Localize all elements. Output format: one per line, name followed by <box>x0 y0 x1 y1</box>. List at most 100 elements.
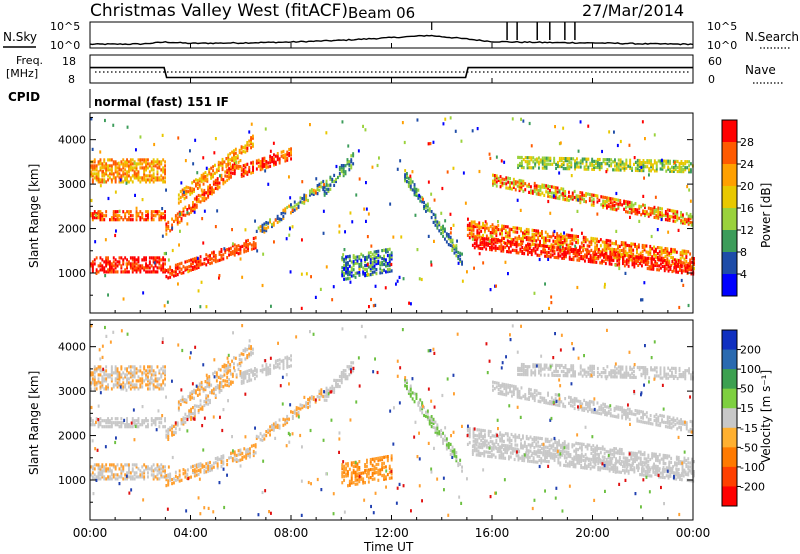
power-cell <box>109 262 111 266</box>
power-cell <box>331 298 334 302</box>
power-cell <box>286 156 289 160</box>
power-cell <box>184 266 187 270</box>
power-cell <box>449 239 452 243</box>
power-cell <box>475 244 478 248</box>
velocity-cell <box>231 457 234 461</box>
power-cell <box>533 239 536 243</box>
power-cell <box>598 163 601 168</box>
power-cell <box>547 192 549 196</box>
power-cell <box>660 246 663 250</box>
power-cell <box>623 166 626 170</box>
power-cell <box>152 268 155 272</box>
power-cell <box>213 151 216 155</box>
power-cell <box>377 253 380 257</box>
power-cell <box>588 198 591 203</box>
power-cell <box>105 172 108 176</box>
velocity-cell <box>432 425 435 429</box>
power-cell <box>667 230 670 234</box>
power-cell <box>565 253 567 257</box>
power-cell <box>409 187 412 191</box>
velocity-cell <box>120 475 123 479</box>
velocity-cell <box>150 469 153 473</box>
velocity-cell <box>335 378 337 383</box>
velocity-cell <box>246 379 249 383</box>
power-cell <box>590 238 593 242</box>
power-cell <box>619 203 622 207</box>
power-cell <box>142 291 145 295</box>
power-cell <box>560 238 562 242</box>
power-cell <box>585 251 588 255</box>
power-cell <box>240 172 243 176</box>
power-cell <box>280 154 283 158</box>
power-cell <box>133 262 136 266</box>
power-cell <box>246 143 249 147</box>
power-cell <box>568 161 571 165</box>
power-cell <box>691 221 694 225</box>
power-cell <box>152 260 155 264</box>
power-cell <box>668 251 671 255</box>
power-cell <box>174 267 177 271</box>
power-cell <box>112 160 115 164</box>
power-cell <box>663 213 665 217</box>
velocity-cell <box>103 369 106 373</box>
velocity-cell <box>139 473 142 477</box>
power-cell <box>531 232 534 236</box>
power-cell <box>284 207 287 211</box>
power-cell <box>535 239 538 243</box>
power-cell <box>174 263 177 267</box>
velocity-cell <box>169 472 172 476</box>
power-cell <box>682 168 685 172</box>
power-cell <box>194 260 197 264</box>
power-cell <box>584 240 587 244</box>
power-cell <box>642 256 645 260</box>
power-cell <box>637 255 640 259</box>
power-cell <box>259 164 262 168</box>
power-cell <box>512 226 515 230</box>
power-cell <box>635 259 638 263</box>
power-cell <box>406 176 408 180</box>
power-cell <box>276 216 279 220</box>
velocity-cell <box>348 365 351 369</box>
power-cell <box>661 260 664 264</box>
power-cell <box>531 236 534 240</box>
power-cell <box>612 160 614 164</box>
power-cell <box>406 180 408 184</box>
velocity-cell <box>249 455 251 459</box>
power-cell <box>147 266 149 270</box>
power-cell <box>549 185 551 189</box>
power-cell <box>473 246 476 250</box>
velocity-cell <box>99 477 102 481</box>
power-cell <box>388 255 391 259</box>
power-cell <box>553 251 556 255</box>
power-cell <box>143 258 146 262</box>
power-cell <box>137 172 140 176</box>
power-cell <box>237 160 240 164</box>
velocity-cell <box>131 475 134 479</box>
power-cell <box>494 244 497 248</box>
velocity-cell <box>90 419 92 423</box>
power-cell <box>214 254 217 258</box>
velocity-cell <box>131 463 134 467</box>
power-cell <box>366 263 369 267</box>
power-cell <box>556 232 559 236</box>
power-cell <box>553 158 556 162</box>
velocity-cell <box>195 391 197 395</box>
velocity-cell <box>205 402 208 406</box>
power-cell <box>341 256 344 260</box>
power-cell <box>603 259 605 263</box>
power-cell <box>147 264 149 268</box>
power-cell <box>613 130 615 134</box>
velocity-cell <box>233 362 235 366</box>
velocity-cell <box>128 377 130 381</box>
power-cell <box>406 172 408 176</box>
velocity-cell <box>191 396 194 400</box>
velocity-cell <box>145 417 147 421</box>
power-cell <box>209 255 211 260</box>
power-cell <box>655 210 658 214</box>
velocity-cell <box>90 373 92 377</box>
power-cell <box>669 159 671 163</box>
power-cell <box>618 255 621 259</box>
power-cell <box>501 181 504 185</box>
power-cell <box>680 166 683 170</box>
power-cell <box>413 193 416 197</box>
